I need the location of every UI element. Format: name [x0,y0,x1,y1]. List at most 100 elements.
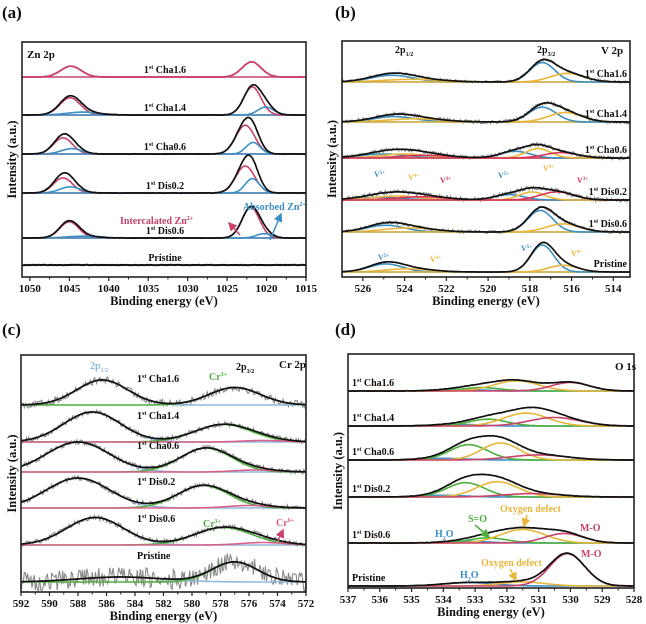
x-tick-label: 592 [13,598,30,610]
spectrum-cha1-6: 1st Cha1.6 [348,378,635,393]
panel-label: (c) [2,320,21,339]
envelope-line [21,83,306,117]
x-tick-label: 578 [212,598,229,610]
envelope-line [20,477,306,509]
panel-a-annotations: Zn 2p Intercalated Zn2+ Absorbed Zn2+ [27,49,306,241]
x-tick-label: 576 [241,598,258,610]
spectrum-label: 1st Cha0.6 [137,441,179,452]
label-cr3-bottom: Cr3+ [203,519,222,530]
x-tick-label: 526 [355,283,372,295]
y-axis-label: Intensity (a.u.) [5,434,19,512]
x-tick-label: 574 [269,598,286,610]
label-2p32-cr: 2p3/2 [236,362,254,375]
label-v4-2: V4+ [543,164,554,173]
x-tick-label: 522 [438,283,455,295]
arrow-oxygen-defect-dis06 [521,514,531,528]
x-tick-label: 572 [298,598,315,610]
envelope-line [341,58,630,83]
x-tick-label: 535 [403,594,420,606]
envelope-line [21,379,306,406]
arrow-s-o [474,524,491,538]
envelope-line [348,378,635,393]
spectrum-cha0-6: 1st Cha0.6 [20,437,307,476]
x-tick-label: 524 [396,283,413,295]
x-tick-label: 584 [127,598,144,610]
spectrum-cha0-6: 1st Cha0.6 [21,116,307,156]
x-tick-label: 1050 [19,283,42,295]
panel-label: (b) [335,3,356,22]
spectrum-label: 1st Dis0.6 [589,219,627,230]
label-cr6: Cr6+ [276,518,295,529]
element-label-zn2p: Zn 2p [27,49,55,61]
spectrum-cha0-6: 1st Cha0.6 [341,141,631,162]
panel-c: (c) 1st Cha1.6 1st Cha1.4 1st Cha0.6 1st Dis… [2,320,315,623]
x-axis-label: Binding energy (eV) [432,294,540,308]
x-tick-label: 530 [562,594,579,606]
spectrum-label: 1st Cha1.4 [144,103,186,114]
panel-label: (d) [335,320,356,339]
spectrum-label: Pristine [148,253,182,264]
arrow-absorbed [269,212,283,241]
label-2p12: 2p1/2 [395,45,413,58]
x-axis-label: Binding energy (eV) [110,294,218,308]
fit-component-cr6- [21,439,306,443]
x-tick-label: 590 [41,598,58,610]
label-h2o-pristine: H2O [460,570,479,583]
label-v4-pristine-2: V4+ [571,249,582,258]
spectrum-dis0-6: 1st Dis0.6 [347,526,635,545]
spectrum-dis0-2: 1st Dis0.2 [348,473,634,499]
spectrum-label: 1st Dis0.2 [137,477,175,488]
label-s-o: S=O [468,514,487,525]
x-tick-label: 586 [98,598,115,610]
fit-component-s-o [348,481,634,498]
x-tick-label: 537 [340,594,357,606]
spectrum-label: 1st Dis0.6 [352,530,390,541]
envelope-line [347,406,634,428]
x-tick-label: 534 [435,594,452,606]
spectrum-label: 1st Cha1.4 [137,411,179,422]
label-v5-1: V5+ [374,170,385,179]
label-m-o-pristine: M-O [581,549,602,560]
x-axis-label: Binding energy (eV) [110,609,218,623]
envelope-line [20,441,307,473]
spectrum-dis0-2: 1st Dis0.2 [341,185,631,204]
envelope-line [341,186,630,201]
label-2p32: 2p3/2 [537,45,555,58]
panel-b-annotations: 2p1/2 2p3/2 V 2p V5+ V4+ V3+ V5+ V4+ V3+… [374,45,623,264]
x-tick-label: 580 [184,598,201,610]
annotation-intercalated-zn: Intercalated Zn2+ [120,216,194,227]
x-tick-label: 1030 [177,283,200,295]
spectrum-label: Pristine [352,573,386,584]
x-tick-label: 533 [467,594,484,606]
label-v4-pristine-1: V4+ [430,255,441,264]
spectrum-label: 1st Dis0.6 [146,226,184,237]
spectrum-label: 1st Cha1.6 [144,65,186,76]
x-tick-label: 1025 [216,283,239,295]
x-tick-label: 536 [372,594,389,606]
envelope-line [21,116,307,156]
spectrum-label: 1st Dis0.2 [146,181,184,192]
spectrum-pristine: Pristine [20,551,307,594]
envelope-line [21,205,307,240]
spectrum-dis0-6: 1st Dis0.6 [341,205,631,235]
spectrum-label: 1st Cha0.6 [352,447,394,458]
fit-component-oxygen-defect [348,480,634,498]
spectrum-label: Pristine [594,259,628,270]
fit-component-cr6- [21,541,307,546]
spectrum-cha1-6: 1st Cha1.6 [20,374,307,410]
label-oxygen-defect-dis06: Oxygen defect [500,504,561,515]
y-axis-label: Intensity (a.u.) [5,120,19,198]
spectrum-dis0-2: 1st Dis0.2 [20,474,307,511]
raw-data-line [20,376,307,410]
arrow-intercalated [227,221,241,236]
plot-frame [21,41,307,278]
envelope-line [342,206,630,233]
plot-frame [341,40,631,278]
label-v5-pristine-1: V5+ [378,253,389,262]
spectrum-label: 1st Cha1.4 [352,413,394,424]
x-tick-label: 516 [563,283,580,295]
spectrum-cha0-6: 1st Cha0.6 [347,434,635,461]
label-v3-1: V3+ [440,176,451,185]
